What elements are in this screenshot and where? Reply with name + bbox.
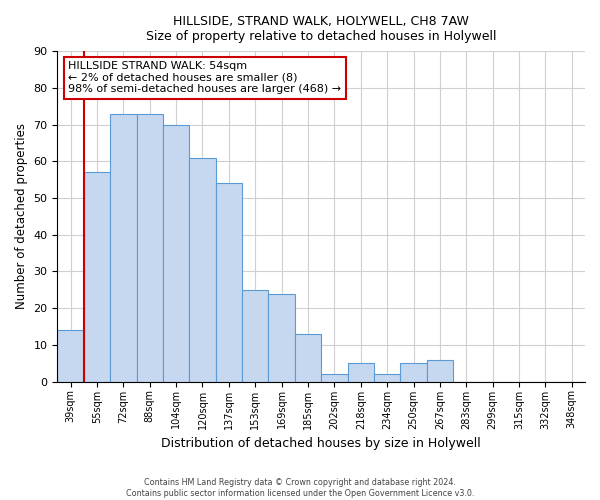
Bar	[374, 374, 400, 382]
Bar	[321, 374, 347, 382]
Bar	[215, 184, 242, 382]
Title: HILLSIDE, STRAND WALK, HOLYWELL, CH8 7AW
Size of property relative to detached h: HILLSIDE, STRAND WALK, HOLYWELL, CH8 7AW…	[146, 15, 496, 43]
Bar	[137, 114, 163, 382]
Bar	[347, 364, 374, 382]
Bar	[110, 114, 137, 382]
Bar	[427, 360, 453, 382]
Bar	[58, 330, 84, 382]
Text: Contains HM Land Registry data © Crown copyright and database right 2024.
Contai: Contains HM Land Registry data © Crown c…	[126, 478, 474, 498]
Bar	[163, 124, 190, 382]
Bar	[268, 294, 295, 382]
X-axis label: Distribution of detached houses by size in Holywell: Distribution of detached houses by size …	[161, 437, 481, 450]
Bar	[400, 364, 427, 382]
Bar	[242, 290, 268, 382]
Bar	[295, 334, 321, 382]
Bar	[84, 172, 110, 382]
Bar	[190, 158, 215, 382]
Text: HILLSIDE STRAND WALK: 54sqm
← 2% of detached houses are smaller (8)
98% of semi-: HILLSIDE STRAND WALK: 54sqm ← 2% of deta…	[68, 61, 341, 94]
Y-axis label: Number of detached properties: Number of detached properties	[15, 124, 28, 310]
